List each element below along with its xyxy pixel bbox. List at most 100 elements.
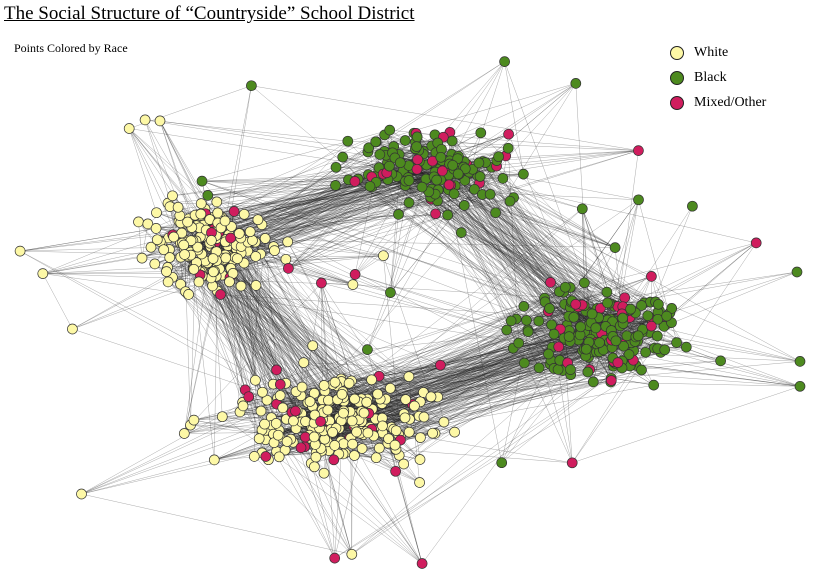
white-node: [237, 400, 249, 412]
black-node: [661, 310, 673, 322]
black-node: [501, 324, 513, 336]
mixed-node: [646, 320, 657, 332]
black-node: [403, 175, 415, 186]
white-node: [195, 198, 207, 209]
black-node: [568, 311, 580, 323]
white-node: [323, 394, 334, 406]
white-node: [179, 249, 190, 260]
white-node: [211, 196, 223, 208]
black-node: [636, 364, 647, 376]
mixed-node: [283, 263, 294, 274]
mixed-node: [612, 357, 624, 368]
white-node: [248, 451, 260, 462]
black-node: [364, 180, 376, 192]
mixed-node: [290, 405, 301, 417]
white-node: [338, 438, 349, 450]
white-node: [378, 250, 389, 262]
white-node: [347, 438, 358, 450]
black-node: [504, 195, 516, 207]
white-node: [318, 380, 330, 391]
white-node: [347, 279, 359, 290]
white-node: [139, 114, 151, 126]
white-node: [358, 407, 370, 419]
black-node: [474, 171, 486, 182]
white-node: [123, 123, 135, 134]
white-node: [145, 241, 157, 253]
black-node: [384, 160, 395, 172]
black-node: [362, 344, 373, 355]
black-node: [374, 149, 386, 160]
white-node: [390, 425, 402, 436]
mixed-node: [271, 364, 282, 376]
black-node: [548, 328, 560, 340]
black-node: [385, 287, 396, 298]
black-node: [393, 209, 404, 220]
network-edges: [20, 61, 801, 564]
white-node: [175, 278, 186, 290]
black-node: [570, 78, 582, 89]
white-node: [257, 386, 268, 398]
white-node: [366, 374, 377, 386]
white-node: [212, 207, 224, 219]
black-node: [563, 331, 575, 342]
white-node: [270, 418, 282, 429]
white-node: [414, 454, 426, 465]
black-node: [575, 321, 586, 333]
black-node: [493, 151, 504, 163]
black-node: [394, 157, 406, 169]
black-node: [580, 343, 592, 355]
black-node: [602, 297, 613, 309]
black-node: [518, 168, 529, 180]
node-layer: [14, 56, 806, 569]
black-node: [552, 364, 564, 375]
white-node: [207, 253, 219, 264]
black-node: [522, 326, 534, 338]
white-node: [250, 374, 261, 386]
legend-item-black: Black: [670, 65, 766, 90]
white-node: [259, 233, 271, 244]
black-node-swatch: [670, 70, 684, 85]
white-node: [188, 263, 200, 275]
black-node: [621, 330, 633, 342]
white-node: [281, 436, 293, 447]
white-node: [318, 467, 330, 479]
black-node: [625, 303, 636, 315]
black-node: [582, 366, 594, 378]
white-node: [398, 458, 410, 470]
mixed-node: [646, 271, 657, 282]
white-node: [161, 266, 172, 277]
legend-label-white: White: [694, 44, 729, 60]
white-node: [178, 428, 190, 439]
white-node: [244, 226, 256, 238]
white-node: [361, 396, 373, 408]
black-node: [469, 183, 480, 195]
white-node: [150, 223, 162, 234]
mixed-node: [328, 454, 340, 466]
black-node: [565, 364, 576, 375]
black-node: [794, 380, 806, 392]
mixed-node: [260, 451, 272, 462]
mixed-node: [215, 289, 226, 300]
white-node: [282, 236, 294, 248]
mixed-node: [435, 359, 446, 371]
white-node: [309, 461, 320, 473]
white-node: [329, 376, 341, 388]
white-node: [232, 253, 243, 264]
white-node: [409, 400, 420, 412]
white-node: [310, 451, 322, 463]
white-node: [308, 387, 320, 399]
mixed-node: [633, 145, 644, 156]
white-node: [383, 433, 394, 445]
mixed-node: [430, 208, 441, 220]
white-node: [372, 388, 384, 400]
mixed-node: [545, 277, 556, 288]
black-node: [715, 355, 726, 367]
white-node: [356, 443, 368, 454]
black-node: [416, 181, 428, 193]
black-node: [533, 315, 545, 327]
black-node: [447, 159, 459, 171]
white-node: [151, 207, 162, 219]
white-node: [296, 381, 308, 393]
black-node: [794, 356, 806, 367]
